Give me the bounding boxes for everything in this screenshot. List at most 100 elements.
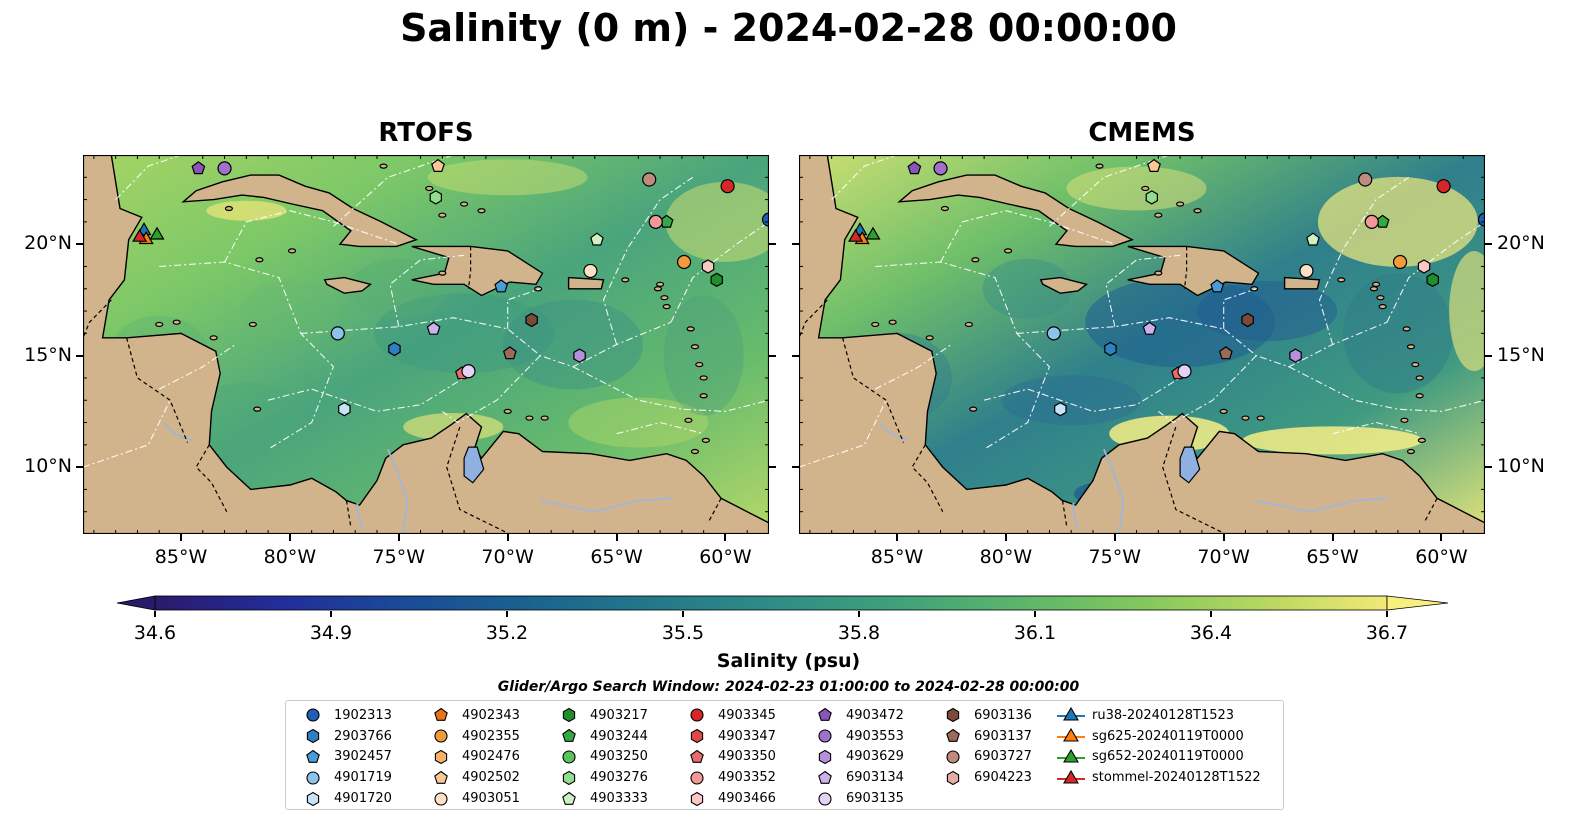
small-island <box>660 295 669 301</box>
country-border <box>1061 500 1068 528</box>
pentagon-marker-icon <box>690 749 704 763</box>
hexagon-marker-icon <box>306 791 320 806</box>
argo-float-4903217 <box>1426 272 1440 287</box>
salinity-patch <box>1197 281 1338 342</box>
argo-float-4903276 <box>1145 190 1158 205</box>
eez-boundary <box>115 155 182 200</box>
legend-item: ru38-20240128T1523 <box>1056 705 1261 726</box>
lon-major-tick <box>1113 534 1116 541</box>
small-island <box>1154 212 1163 218</box>
legend-item: 4902502 <box>426 767 520 788</box>
country-border <box>1183 246 1188 289</box>
legend-label: 4902355 <box>462 728 520 744</box>
lat-major-tick <box>1485 466 1492 469</box>
circle-marker-icon <box>818 729 832 743</box>
colorbar-tick-label: 36.4 <box>1189 622 1233 644</box>
small-island <box>1241 415 1250 421</box>
legend-label: 3902457 <box>334 749 392 765</box>
eez-boundary <box>507 288 541 329</box>
lat-major-tick <box>76 466 83 469</box>
lon-major-tick <box>506 534 509 541</box>
salinity-patch <box>665 181 769 262</box>
country-border <box>911 444 944 512</box>
small-island <box>209 335 218 341</box>
colorbar-low-extend <box>116 595 156 611</box>
legend-label: 4903629 <box>846 749 904 765</box>
legend-item: 4903466 <box>682 788 776 809</box>
legend-label: 6903137 <box>974 728 1032 744</box>
map-frame <box>799 155 1485 534</box>
argo-float-4901720 <box>1054 402 1067 417</box>
legend-label: 6904223 <box>974 770 1032 786</box>
small-island <box>1415 393 1424 399</box>
circle-marker-icon <box>434 729 448 743</box>
map-panel-cmems <box>799 155 1485 534</box>
legend-item: 4901720 <box>298 788 392 809</box>
lat-tick-label-left: 10°N <box>24 455 72 478</box>
small-island <box>1337 277 1346 283</box>
eez-boundary <box>1386 221 1485 323</box>
argo-float-4903472 <box>191 161 206 175</box>
argo-float-4903553 <box>933 161 948 176</box>
glider-stommel <box>848 228 864 242</box>
argo-float-4903345 <box>720 179 735 194</box>
eez-boundary <box>1016 317 1388 368</box>
hexagon-marker-icon <box>306 729 320 744</box>
legend-item: 6903137 <box>938 726 1032 747</box>
legend-label: 4902502 <box>462 770 520 786</box>
salinity-patch <box>1449 251 1485 372</box>
argo-float-4901720 <box>338 402 351 417</box>
legend-label: 6903134 <box>846 770 904 786</box>
lake-maracaibo <box>1179 446 1201 484</box>
lon-tick-label: 80°W <box>263 546 317 568</box>
legend-label: 4903466 <box>718 791 776 807</box>
colorbar-label: Salinity (psu) <box>716 650 861 672</box>
salinity-patch <box>427 159 588 196</box>
argo-float-4902355 <box>1392 254 1408 270</box>
country-border <box>446 426 511 534</box>
argo-float-4902502 <box>431 158 445 172</box>
small-island <box>1372 281 1381 287</box>
argo-float-6903136 <box>525 312 538 328</box>
colorbar-tick-mark <box>1210 611 1212 617</box>
pentagon-marker-icon <box>562 791 576 805</box>
lon-tick-label: 75°W <box>372 546 425 568</box>
hexagon-marker-icon <box>434 749 448 765</box>
legend-label: 4902343 <box>462 707 520 723</box>
argo-float-4903051 <box>583 263 598 279</box>
legend-item: 2903766 <box>298 726 392 747</box>
colorbar-tick-mark <box>858 611 860 617</box>
argo-float-6903137 <box>1218 346 1233 360</box>
eez-boundary <box>224 210 399 263</box>
salinity-patch <box>348 258 449 319</box>
river <box>387 448 409 534</box>
small-island <box>1003 248 1013 254</box>
small-island <box>925 335 934 341</box>
small-island <box>255 257 264 263</box>
small-island <box>1141 185 1150 192</box>
small-island <box>1176 201 1185 207</box>
lat-major-tick <box>76 354 83 357</box>
country-border <box>707 498 722 524</box>
eez-boundary <box>300 317 672 368</box>
lat-major-tick <box>1485 243 1492 246</box>
legend-column: 6903136 6903137 6903727 6904223 <box>938 705 1032 788</box>
triangle-line-icon <box>1057 769 1085 784</box>
lon-major-tick <box>180 534 182 541</box>
country-border <box>83 299 112 339</box>
small-island <box>653 286 663 292</box>
lon-tick-label: 85°W <box>870 546 924 568</box>
small-island <box>701 437 710 443</box>
argo-float-6903135 <box>461 364 476 379</box>
eez-boundary <box>572 366 769 412</box>
eez-boundary <box>441 355 541 424</box>
argo-float-6903727 <box>1358 172 1373 187</box>
legend-label: 4903244 <box>590 728 648 744</box>
small-island <box>425 185 434 192</box>
legend-label: 4903472 <box>846 707 904 723</box>
panel-title-rtofs: RTOFS <box>378 118 474 148</box>
legend-item: 6904223 <box>938 767 1032 788</box>
small-island <box>871 321 880 328</box>
small-island <box>379 163 388 169</box>
land-cuba <box>897 174 1134 248</box>
